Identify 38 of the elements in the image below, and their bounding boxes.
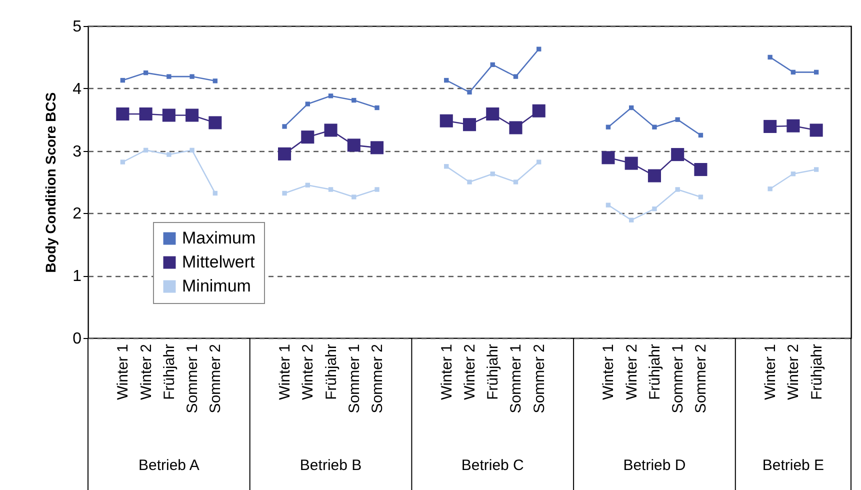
- x-tick-label: Winter 1: [276, 344, 294, 400]
- x-tick-label: Winter 2: [138, 344, 155, 400]
- x-tick-label: Sommer 1: [508, 344, 525, 414]
- x-tick-label: Winter 1: [600, 344, 618, 400]
- x-tick-label: Winter 2: [623, 344, 640, 400]
- x-tick-label: Sommer 2: [369, 344, 386, 414]
- y-axis-title: Body Condition Score BCS: [42, 92, 59, 273]
- legend-label: Minimum: [182, 276, 251, 296]
- x-tick-label: Frühjahr: [322, 344, 340, 400]
- text: Betrieb B: [300, 457, 362, 474]
- x-tick-label: Sommer 1: [184, 344, 202, 414]
- text: Betrieb A: [138, 457, 200, 474]
- x-tick-label: Winter 2: [462, 344, 478, 400]
- x-tick-label: Sommer 2: [530, 344, 548, 414]
- y-tick-label: 3: [72, 143, 82, 160]
- x-tick-label: Frühjahr: [160, 344, 178, 400]
- legend-label: Maximum: [182, 228, 256, 248]
- y-tick-label: 5: [72, 18, 82, 36]
- x-tick-label: Winter 1: [114, 344, 132, 400]
- x-tick-label: Winter 1: [438, 344, 456, 400]
- x-tick-label: Frühjahr: [646, 344, 664, 400]
- x-tick-label: Sommer 2: [692, 344, 710, 414]
- x-tick-label: Sommer 1: [670, 344, 687, 414]
- y-tick-label: 2: [72, 206, 82, 223]
- text: Betrieb D: [623, 457, 686, 474]
- x-tick-label: Frühjahr: [484, 344, 502, 400]
- text: Betrieb C: [461, 457, 524, 474]
- x-tick-label: Winter 2: [785, 344, 802, 400]
- x-tick-label: Winter 2: [300, 344, 317, 400]
- y-tick-label: 4: [72, 80, 82, 98]
- text: Betrieb E: [762, 457, 824, 474]
- legend-label: Mittelwert: [182, 252, 256, 272]
- y-tick-label: 0: [72, 330, 82, 348]
- y-tick-label: 1: [72, 268, 82, 286]
- x-tick-label: Sommer 2: [207, 344, 224, 414]
- x-tick-label: Frühjahr: [808, 344, 826, 400]
- x-tick-label: Winter 1: [762, 344, 780, 400]
- x-tick-label: Sommer 1: [346, 344, 363, 414]
